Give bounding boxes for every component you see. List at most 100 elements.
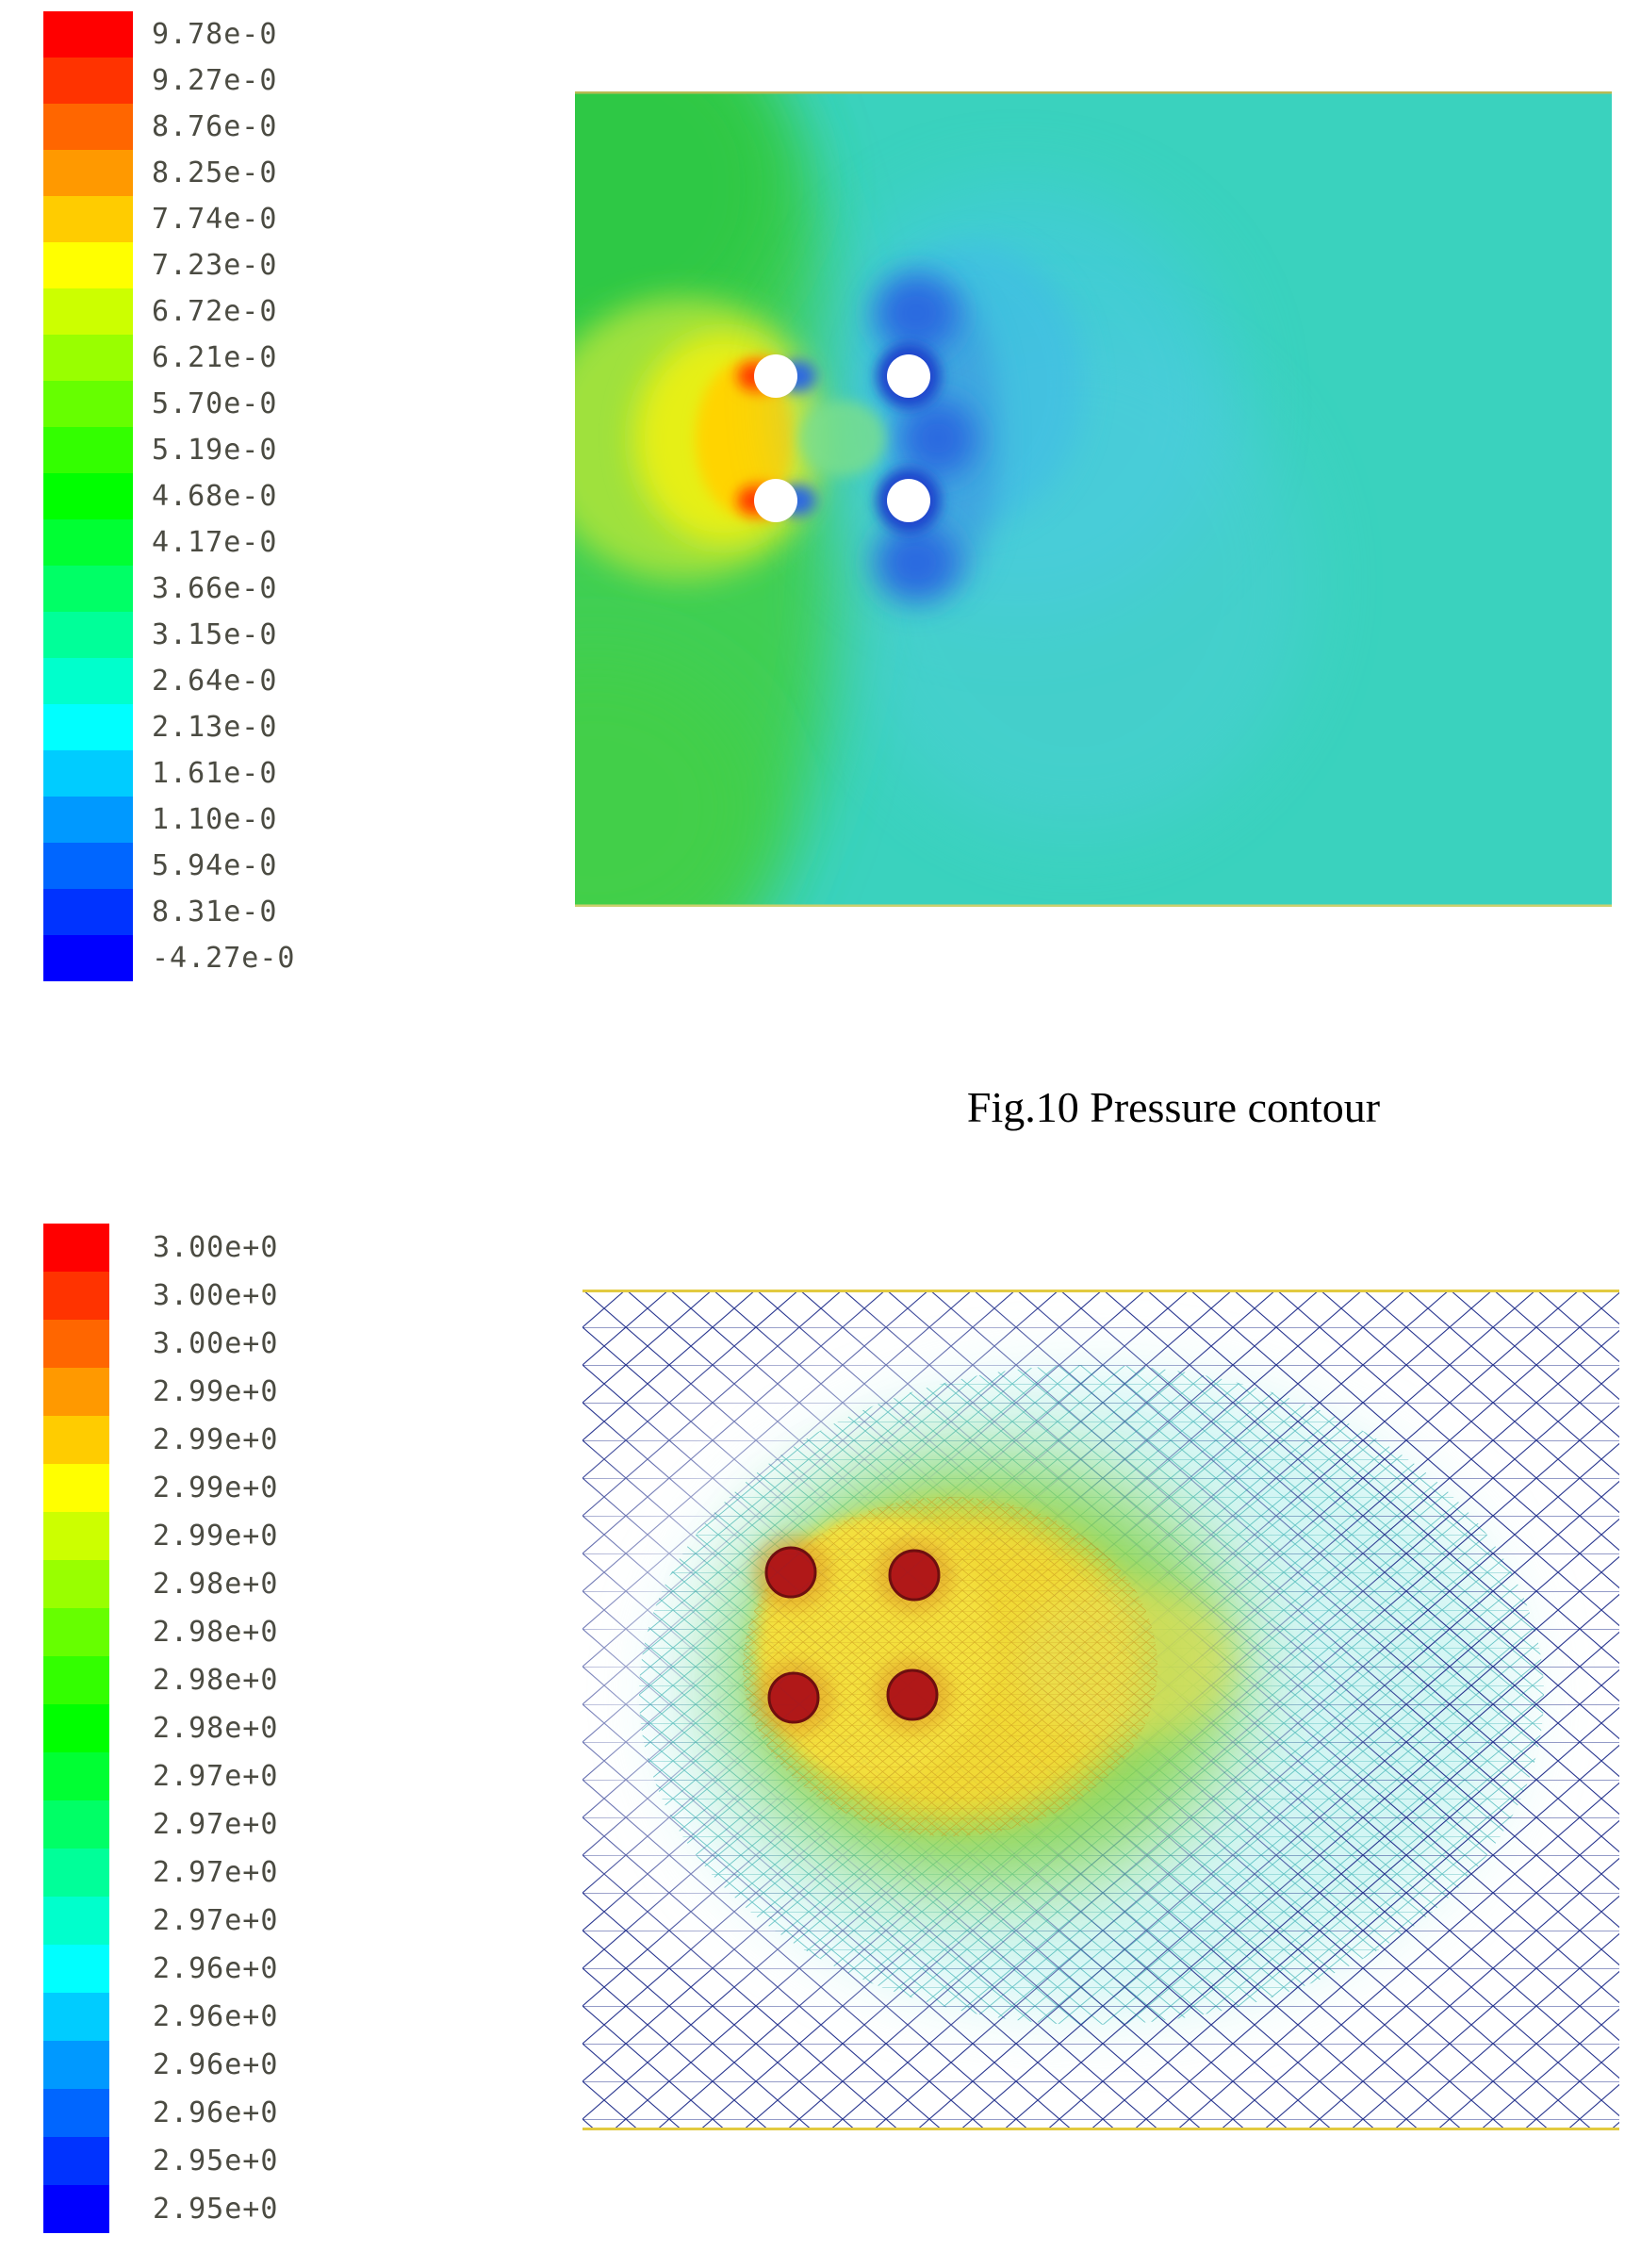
legend-color-swatch <box>43 2137 109 2185</box>
legend-value-label: 2.96e+0 <box>153 2048 279 2081</box>
legend-value-label: 2.97e+0 <box>153 1904 279 1937</box>
legend-value-label: 4.68e-0 <box>152 480 278 513</box>
legend-color-swatch <box>43 335 133 381</box>
legend-row: 2.13e-0 <box>43 704 296 750</box>
legend-row: 9.78e-0 <box>43 11 296 58</box>
legend-color-swatch <box>43 150 133 196</box>
legend-color-swatch <box>43 1512 109 1560</box>
legend-value-label: 2.98e+0 <box>153 1616 279 1649</box>
legend-color-swatch <box>43 1560 109 1608</box>
legend-row: 2.97e+0 <box>43 1849 278 1897</box>
legend-row: -4.27e-0 <box>43 935 296 981</box>
legend-color-swatch <box>43 2089 109 2137</box>
legend-value-label: 7.23e-0 <box>152 249 278 282</box>
legend-color-swatch <box>43 427 133 473</box>
legend-value-label: 6.72e-0 <box>152 295 278 328</box>
mesh-contour-image <box>583 1290 1619 2130</box>
legend-color-swatch <box>43 1945 109 1993</box>
legend-row: 2.99e+0 <box>43 1416 278 1464</box>
legend-color-swatch <box>43 1704 109 1752</box>
legend-color-swatch <box>43 1849 109 1897</box>
legend-value-label: 7.74e-0 <box>152 203 278 236</box>
legend-row: 8.31e-0 <box>43 889 296 935</box>
legend-value-label: 2.98e+0 <box>153 1664 279 1697</box>
legend-row: 2.95e+0 <box>43 2185 278 2233</box>
legend-color-swatch <box>43 843 133 889</box>
legend-color-swatch <box>43 1416 109 1464</box>
legend-value-label: 2.96e+0 <box>153 2096 279 2129</box>
legend-row: 8.25e-0 <box>43 150 296 196</box>
legend-row: 9.27e-0 <box>43 58 296 104</box>
legend-color-swatch <box>43 1752 109 1800</box>
legend-color-swatch <box>43 2041 109 2089</box>
legend-row: 3.00e+0 <box>43 1320 278 1368</box>
legend-value-label: 5.94e-0 <box>152 849 278 882</box>
legend-color-swatch <box>43 1608 109 1656</box>
legend-color-swatch <box>43 889 133 935</box>
legend-value-label: 1.10e-0 <box>152 803 278 836</box>
legend-color-swatch <box>43 381 133 427</box>
figure-caption: Fig.10 Pressure contour <box>966 1083 1381 1131</box>
legend-row: 5.19e-0 <box>43 427 296 473</box>
legend-value-label: 8.25e-0 <box>152 156 278 189</box>
legend-row: 2.96e+0 <box>43 1993 278 2041</box>
legend-color-swatch <box>43 11 133 58</box>
legend-row: 2.97e+0 <box>43 1800 278 1849</box>
legend-value-label: 4.17e-0 <box>152 526 278 559</box>
legend-color-swatch <box>43 1368 109 1416</box>
legend-value-label: 2.64e-0 <box>152 665 278 698</box>
legend-row: 2.99e+0 <box>43 1512 278 1560</box>
legend-row: 3.00e+0 <box>43 1224 278 1272</box>
legend-value-label: 2.95e+0 <box>153 2145 279 2178</box>
legend-row: 1.10e-0 <box>43 797 296 843</box>
legend-color-swatch <box>43 704 133 750</box>
legend-color-swatch <box>43 1656 109 1704</box>
legend-color-swatch <box>43 750 133 797</box>
legend-color-swatch <box>43 519 133 566</box>
legend-color-swatch <box>43 797 133 843</box>
legend-value-label: 2.96e+0 <box>153 2000 279 2033</box>
legend-row: 2.64e-0 <box>43 658 296 704</box>
legend-value-label: 8.31e-0 <box>152 896 278 929</box>
legend-color-swatch <box>43 1800 109 1849</box>
legend-color-swatch <box>43 242 133 288</box>
legend-value-label: 2.99e+0 <box>153 1471 279 1504</box>
legend-row: 3.15e-0 <box>43 612 296 658</box>
legend-value-label: 3.66e-0 <box>152 572 278 605</box>
pressure-contour-figure <box>575 91 1612 907</box>
legend-row: 2.96e+0 <box>43 2089 278 2137</box>
legend-row: 7.74e-0 <box>43 196 296 242</box>
legend-value-label: 3.15e-0 <box>152 618 278 651</box>
legend-value-label: 2.13e-0 <box>152 711 278 744</box>
legend-row: 5.70e-0 <box>43 381 296 427</box>
legend-value-label: 8.76e-0 <box>152 110 278 143</box>
legend-row: 3.00e+0 <box>43 1272 278 1320</box>
legend-row: 4.68e-0 <box>43 473 296 519</box>
legend-value-label: 2.99e+0 <box>153 1423 279 1456</box>
legend-value-label: 3.00e+0 <box>153 1279 279 1312</box>
legend-color-swatch <box>43 1897 109 1945</box>
legend-value-label: 2.97e+0 <box>153 1760 279 1793</box>
legend-value-label: 2.95e+0 <box>153 2193 279 2226</box>
legend-value-label: 5.19e-0 <box>152 434 278 467</box>
legend-value-label: 2.98e+0 <box>153 1712 279 1745</box>
pressure-legend: 9.78e-0 9.27e-0 8.76e-0 8.25e-0 7.74e-0 7.23e… <box>43 11 296 981</box>
legend-color-swatch <box>43 1464 109 1512</box>
legend-row: 3.66e-0 <box>43 566 296 612</box>
legend-color-swatch <box>43 473 133 519</box>
legend-row: 2.98e+0 <box>43 1656 278 1704</box>
legend-row: 1.61e-0 <box>43 750 296 797</box>
legend-color-swatch <box>43 566 133 612</box>
legend-color-swatch <box>43 58 133 104</box>
legend-value-label: 5.70e-0 <box>152 387 278 420</box>
legend-color-swatch <box>43 2185 109 2233</box>
legend-color-swatch <box>43 288 133 335</box>
legend-value-label: 3.00e+0 <box>153 1231 279 1264</box>
legend-value-label: 1.61e-0 <box>152 757 278 790</box>
legend-value-label: 2.96e+0 <box>153 1952 279 1985</box>
legend-value-label: 2.99e+0 <box>153 1520 279 1553</box>
legend-row: 4.17e-0 <box>43 519 296 566</box>
legend-color-swatch <box>43 935 133 981</box>
legend-value-label: -4.27e-0 <box>152 942 296 975</box>
legend-color-swatch <box>43 104 133 150</box>
